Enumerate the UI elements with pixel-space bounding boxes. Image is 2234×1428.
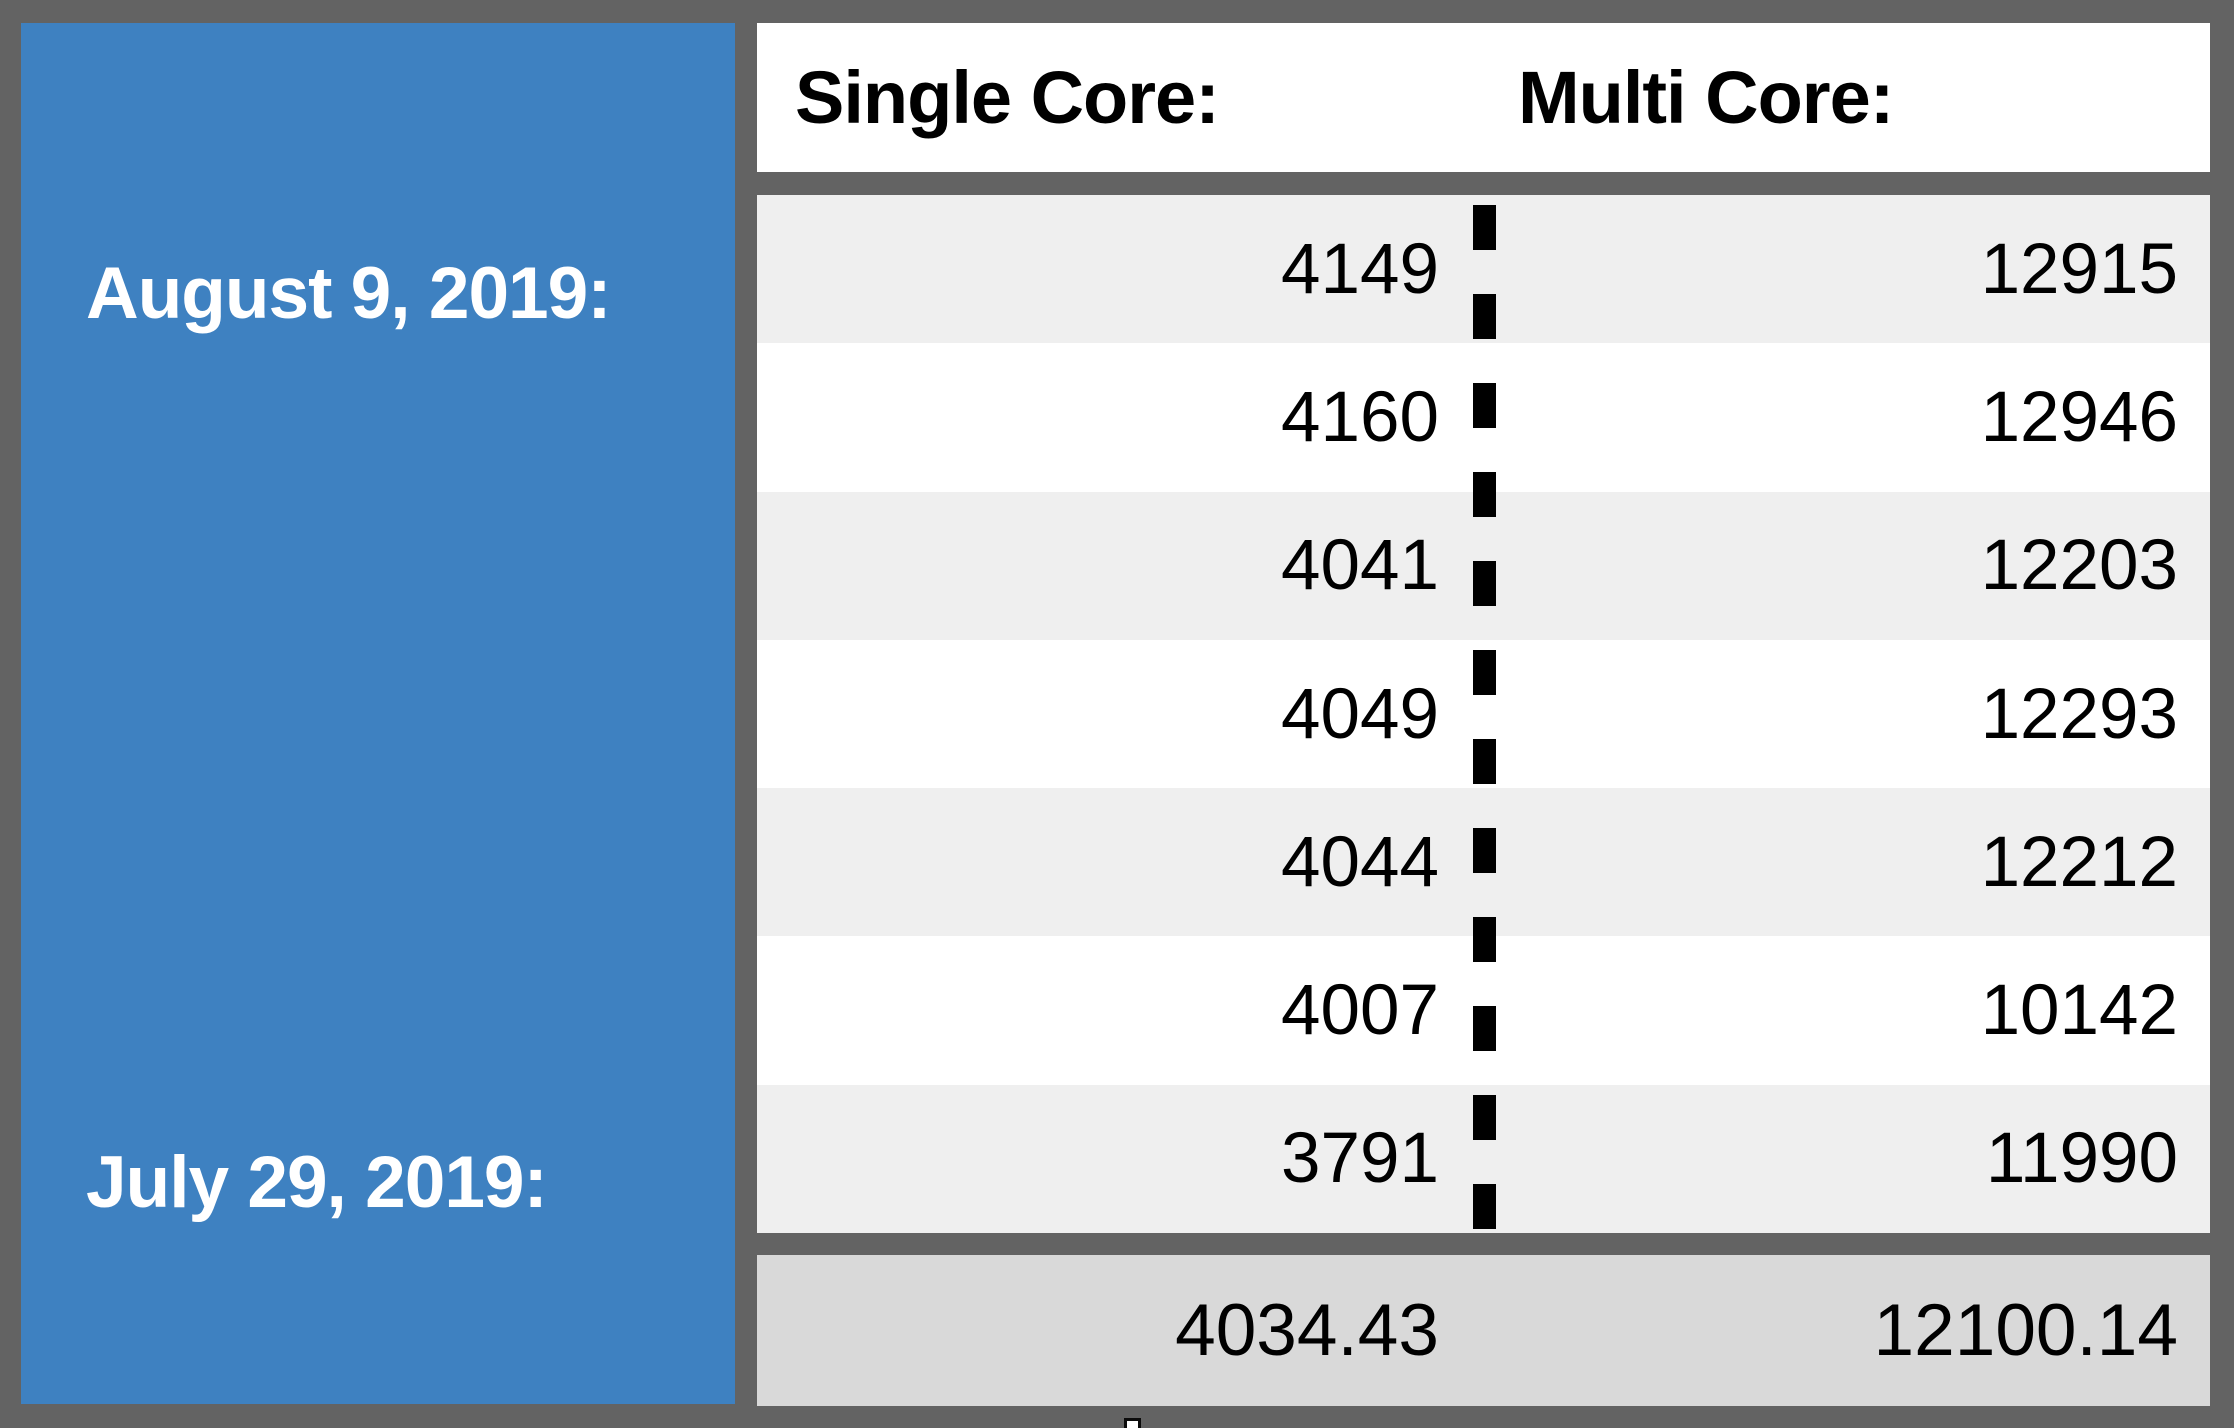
multi-core-average-value: 12100.14 bbox=[1873, 1290, 2178, 1371]
clipped-marker-artifact bbox=[1124, 1418, 1141, 1428]
multi-core-value: 12946 bbox=[1980, 377, 2178, 457]
single-core-average-value: 4034.43 bbox=[1175, 1290, 1439, 1371]
single-core-value: 3791 bbox=[1281, 1119, 1439, 1199]
dashed-column-divider-line bbox=[1473, 205, 1496, 1231]
single-core-column-header: Single Core: bbox=[795, 56, 1220, 139]
table-header: Single Core: Multi Core: bbox=[757, 23, 2210, 172]
multi-core-value: 12203 bbox=[1980, 526, 2178, 606]
single-core-value: 4160 bbox=[1281, 377, 1439, 457]
averages-footer-row: 4034.43 12100.14 bbox=[757, 1255, 2210, 1406]
single-core-value: 4044 bbox=[1281, 822, 1439, 902]
multi-core-value: 10142 bbox=[1980, 971, 2178, 1051]
single-core-value: 4041 bbox=[1281, 526, 1439, 606]
single-core-value: 4149 bbox=[1281, 229, 1439, 309]
multi-core-value: 11990 bbox=[1985, 1119, 2178, 1199]
date-panel: August 9, 2019: July 29, 2019: bbox=[21, 23, 735, 1404]
multi-core-value: 12293 bbox=[1980, 674, 2178, 754]
date-label-july: July 29, 2019: bbox=[86, 1141, 548, 1223]
date-label-august: August 9, 2019: bbox=[86, 252, 612, 334]
multi-core-value: 12915 bbox=[1980, 229, 2178, 309]
single-core-value: 4007 bbox=[1281, 971, 1439, 1051]
multi-core-column-header: Multi Core: bbox=[1518, 56, 1894, 139]
multi-core-value: 12212 bbox=[1980, 822, 2178, 902]
single-core-value: 4049 bbox=[1281, 674, 1439, 754]
